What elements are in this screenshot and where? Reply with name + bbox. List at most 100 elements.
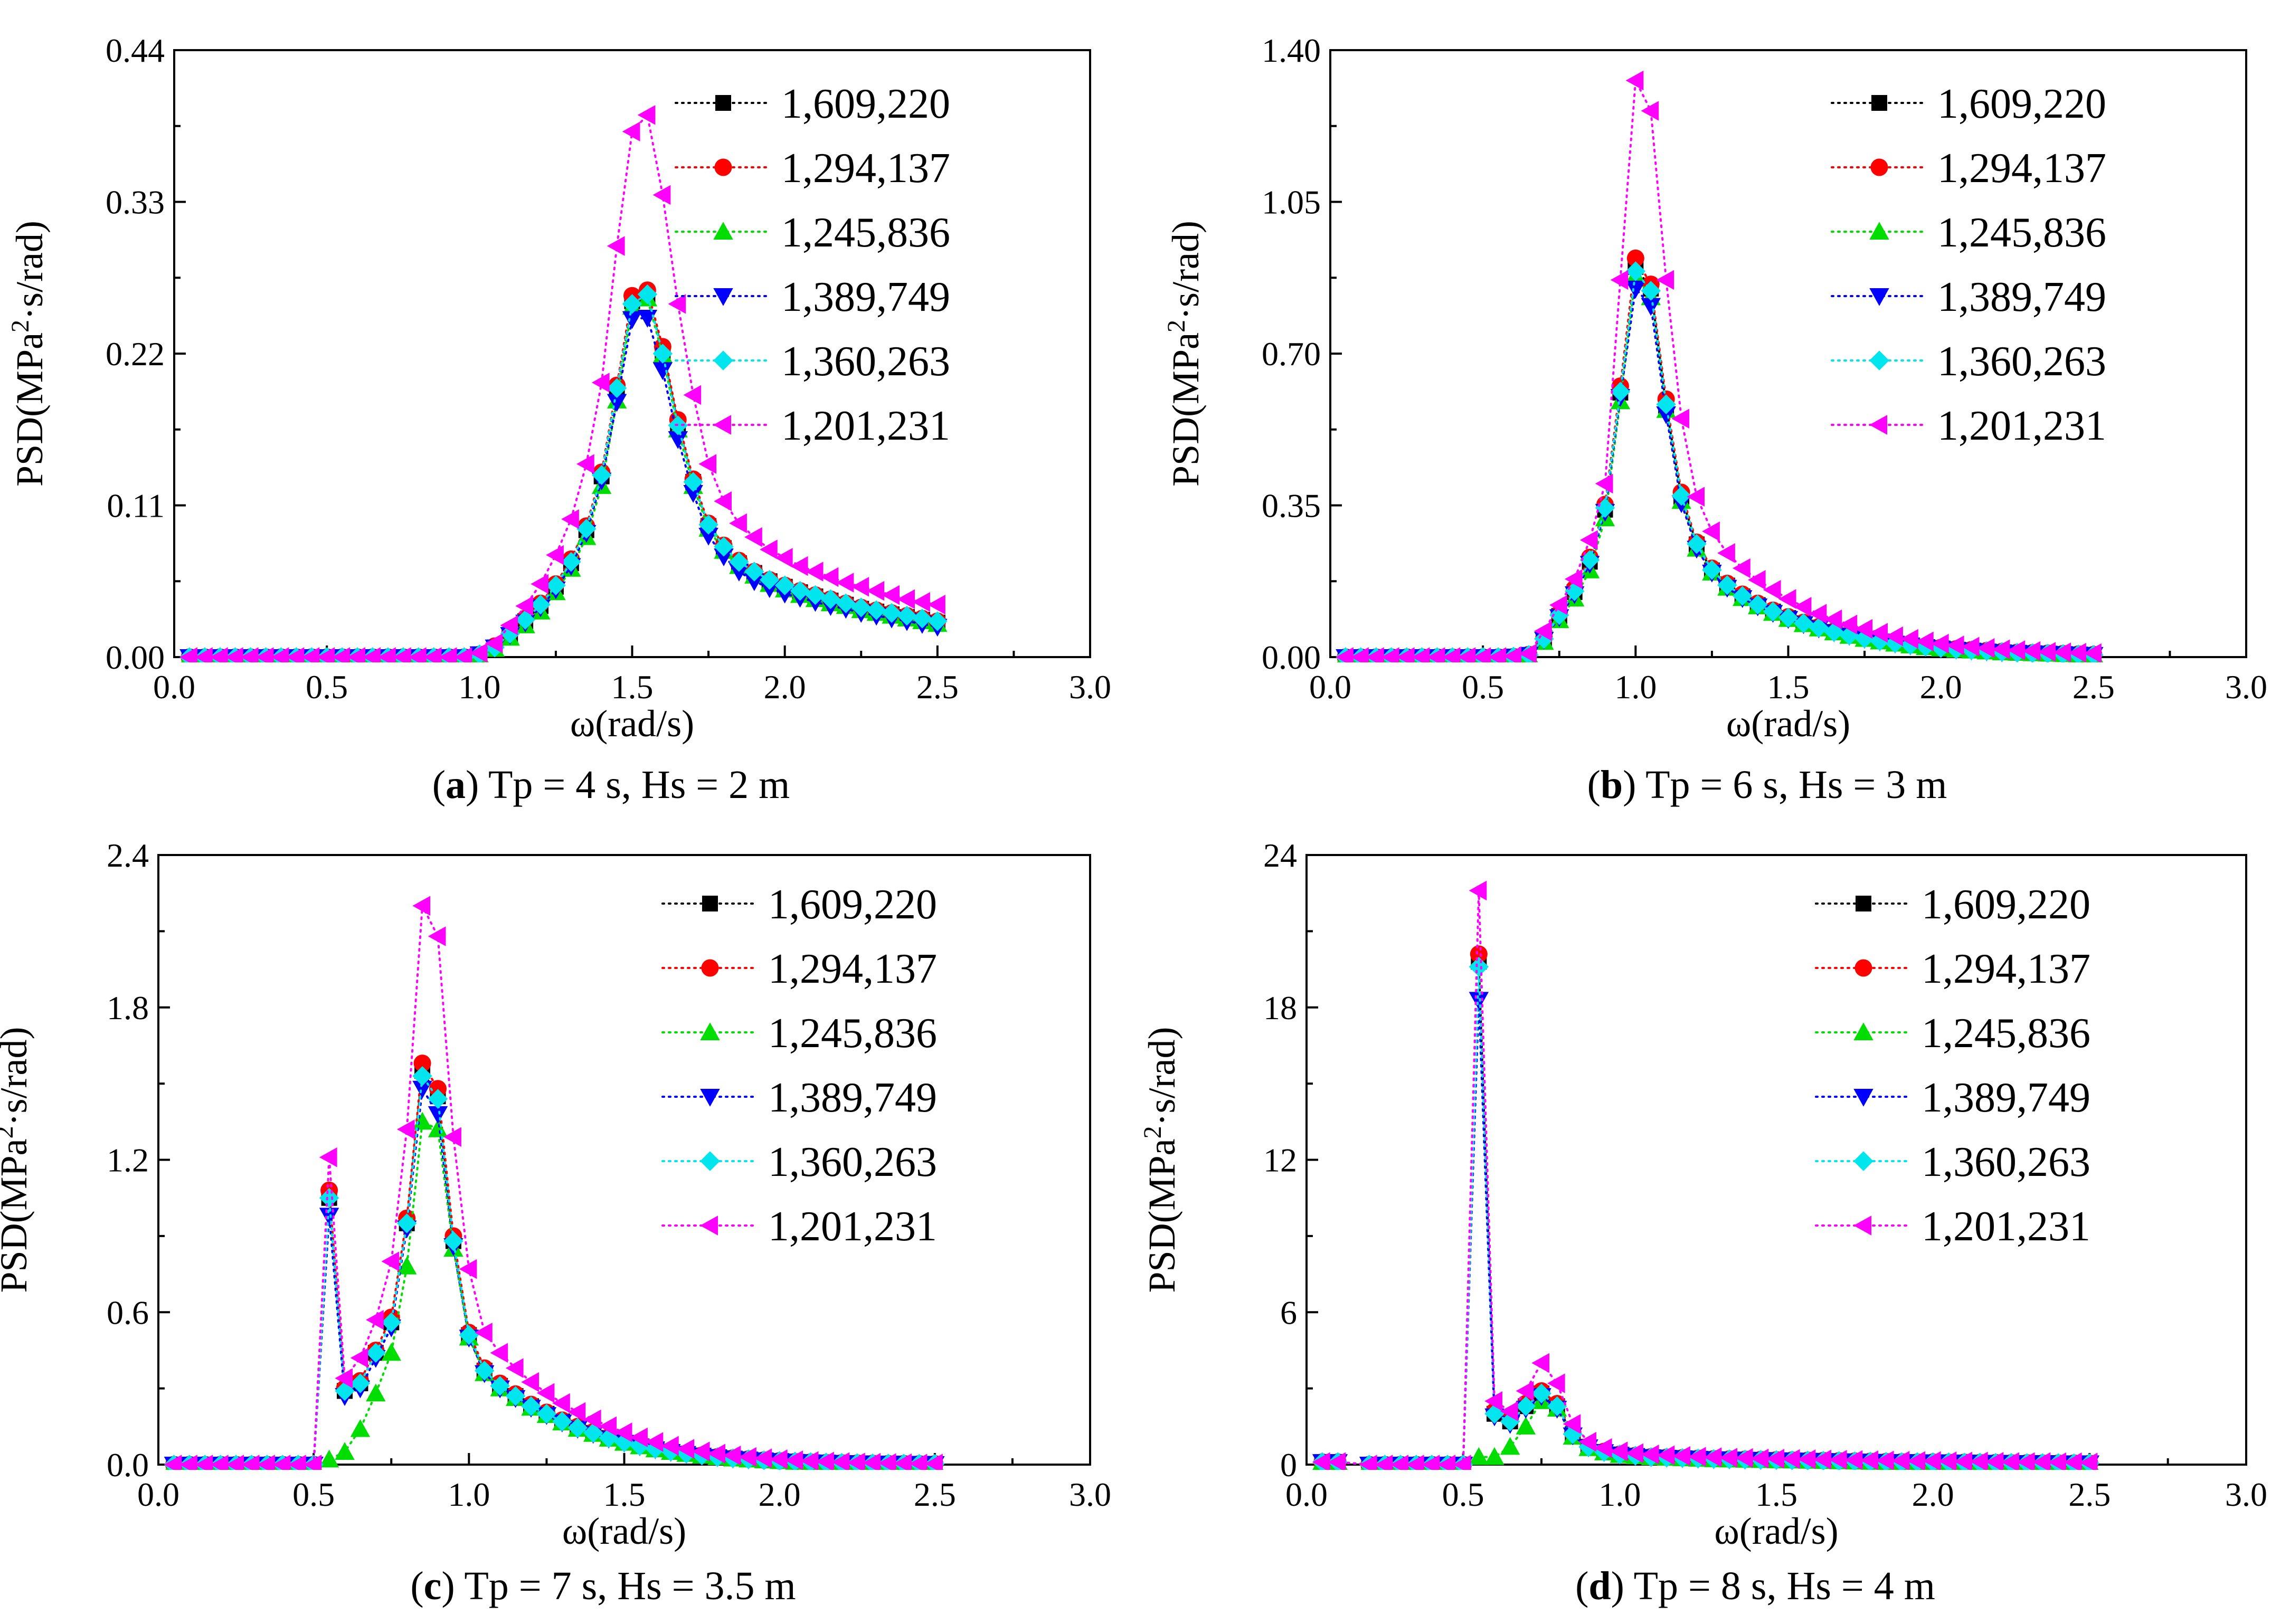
data-point <box>271 647 289 662</box>
data-point <box>774 548 793 568</box>
data-point <box>350 1373 371 1393</box>
data-point <box>319 1449 339 1468</box>
chart-panel-a: 0.0 0.5 1.0 1.5 2.0 2.5 3.0 0.00 0.11 0.22 0.33 0.4… <box>6 32 1111 807</box>
legend-label: 1,609,220 <box>768 881 937 928</box>
data-point <box>546 575 566 595</box>
data-point <box>1656 406 1676 424</box>
data-point <box>1885 626 1903 647</box>
data-point <box>637 284 658 305</box>
data-point <box>1547 1396 1567 1417</box>
data-point <box>1547 1373 1565 1393</box>
data-point <box>591 373 610 393</box>
data-point <box>836 573 854 593</box>
data-point <box>319 1188 339 1208</box>
y-tick-label: 0.00 <box>106 639 165 676</box>
data-point <box>1719 1448 1737 1468</box>
data-point <box>1976 638 1995 658</box>
data-point <box>439 647 457 662</box>
data-point <box>2007 640 2026 660</box>
data-point <box>1778 607 1799 628</box>
data-point <box>1763 602 1783 622</box>
data-point <box>561 509 579 529</box>
data-point <box>1824 609 1842 630</box>
data-point <box>490 1376 510 1396</box>
data-point <box>652 362 673 381</box>
data-point <box>272 1455 291 1470</box>
data-point <box>1516 1417 1536 1435</box>
data-point <box>515 596 534 616</box>
data-point <box>210 647 228 662</box>
data-point <box>335 1442 355 1460</box>
data-point <box>443 1231 463 1251</box>
data-point <box>668 431 688 449</box>
data-point <box>567 1402 586 1422</box>
data-point <box>1938 1451 1957 1470</box>
x-tick-label: 0.0 <box>1285 1476 1328 1513</box>
x-axis-label: ω(rad/s) <box>1714 1510 1838 1552</box>
data-point <box>366 1309 384 1330</box>
legend-marker <box>713 350 733 371</box>
data-point <box>226 1455 244 1470</box>
data-point <box>1595 473 1613 494</box>
y-tick-label: 0.33 <box>106 184 165 221</box>
data-point <box>607 394 627 412</box>
chart-panel-c: 0.0 0.5 1.0 1.5 2.0 2.5 3.0 0.0 0.6 1.2 1.8 2.4 ω(ra… <box>0 837 1111 1608</box>
data-point <box>1641 281 1661 301</box>
data-point <box>599 1416 617 1437</box>
y-tick-label: 1.40 <box>1262 32 1321 69</box>
data-point <box>790 581 810 601</box>
legend-marker <box>701 959 719 977</box>
x-tick-label: 2.0 <box>1912 1476 1954 1513</box>
data-point <box>683 472 703 492</box>
data-point <box>381 1312 401 1333</box>
data-point <box>413 1055 431 1072</box>
legend-marker <box>700 1215 718 1236</box>
data-point <box>1733 586 1753 606</box>
data-point <box>1876 1450 1894 1470</box>
data-point <box>760 539 778 559</box>
data-point <box>2048 1452 2066 1470</box>
data-point <box>459 1325 479 1345</box>
plot-frame <box>1329 49 2247 658</box>
x-tick-label: 3.0 <box>1069 1476 1111 1513</box>
y-tick-label: 1.05 <box>1262 184 1321 221</box>
data-point <box>1961 637 1980 657</box>
data-point <box>692 1441 710 1461</box>
data-point <box>412 896 431 916</box>
data-point <box>490 1343 508 1363</box>
data-point <box>412 1080 432 1099</box>
legend: 1,609,220 1,294,137 1,245,836 1,389,749 1,36… <box>1831 81 2106 449</box>
legend-label: 1,360,263 <box>1922 1139 2090 1185</box>
data-point <box>1829 1450 1847 1470</box>
legend-marker <box>700 1151 720 1171</box>
data-point <box>1534 621 1552 641</box>
data-point <box>1970 1451 1988 1470</box>
legend-marker <box>714 158 732 176</box>
legend-label: 1,609,220 <box>1937 81 2106 127</box>
data-point <box>1844 1450 1863 1470</box>
data-point <box>1375 1455 1393 1470</box>
data-point <box>1625 261 1646 281</box>
data-point <box>195 1455 213 1470</box>
data-point <box>288 1455 306 1470</box>
x-tick-label: 1.5 <box>1767 668 1810 706</box>
y-tick-label: 18 <box>1263 989 1297 1027</box>
data-point <box>928 594 945 615</box>
data-point <box>661 1436 679 1456</box>
legend-label: 1,389,749 <box>768 1075 937 1121</box>
data-point <box>1469 992 1489 1010</box>
data-point <box>1839 614 1858 635</box>
data-point <box>552 1411 572 1431</box>
data-point <box>412 1066 432 1086</box>
data-point <box>1702 560 1722 580</box>
x-axis-label: ω(rad/s) <box>1726 702 1850 745</box>
data-point <box>622 294 642 314</box>
series-line <box>188 297 939 658</box>
legend-marker <box>713 222 733 240</box>
data-point <box>1531 1383 1551 1403</box>
y-axis-label: PSD(MPa2·s/rad) <box>1162 221 1207 487</box>
panel-caption: (b) Tp = 6 s, Hs = 3 m <box>1587 763 1947 807</box>
data-point <box>645 1432 664 1452</box>
legend: 1,609,220 1,294,137 1,245,836 1,389,749 1,36… <box>1815 881 2090 1250</box>
